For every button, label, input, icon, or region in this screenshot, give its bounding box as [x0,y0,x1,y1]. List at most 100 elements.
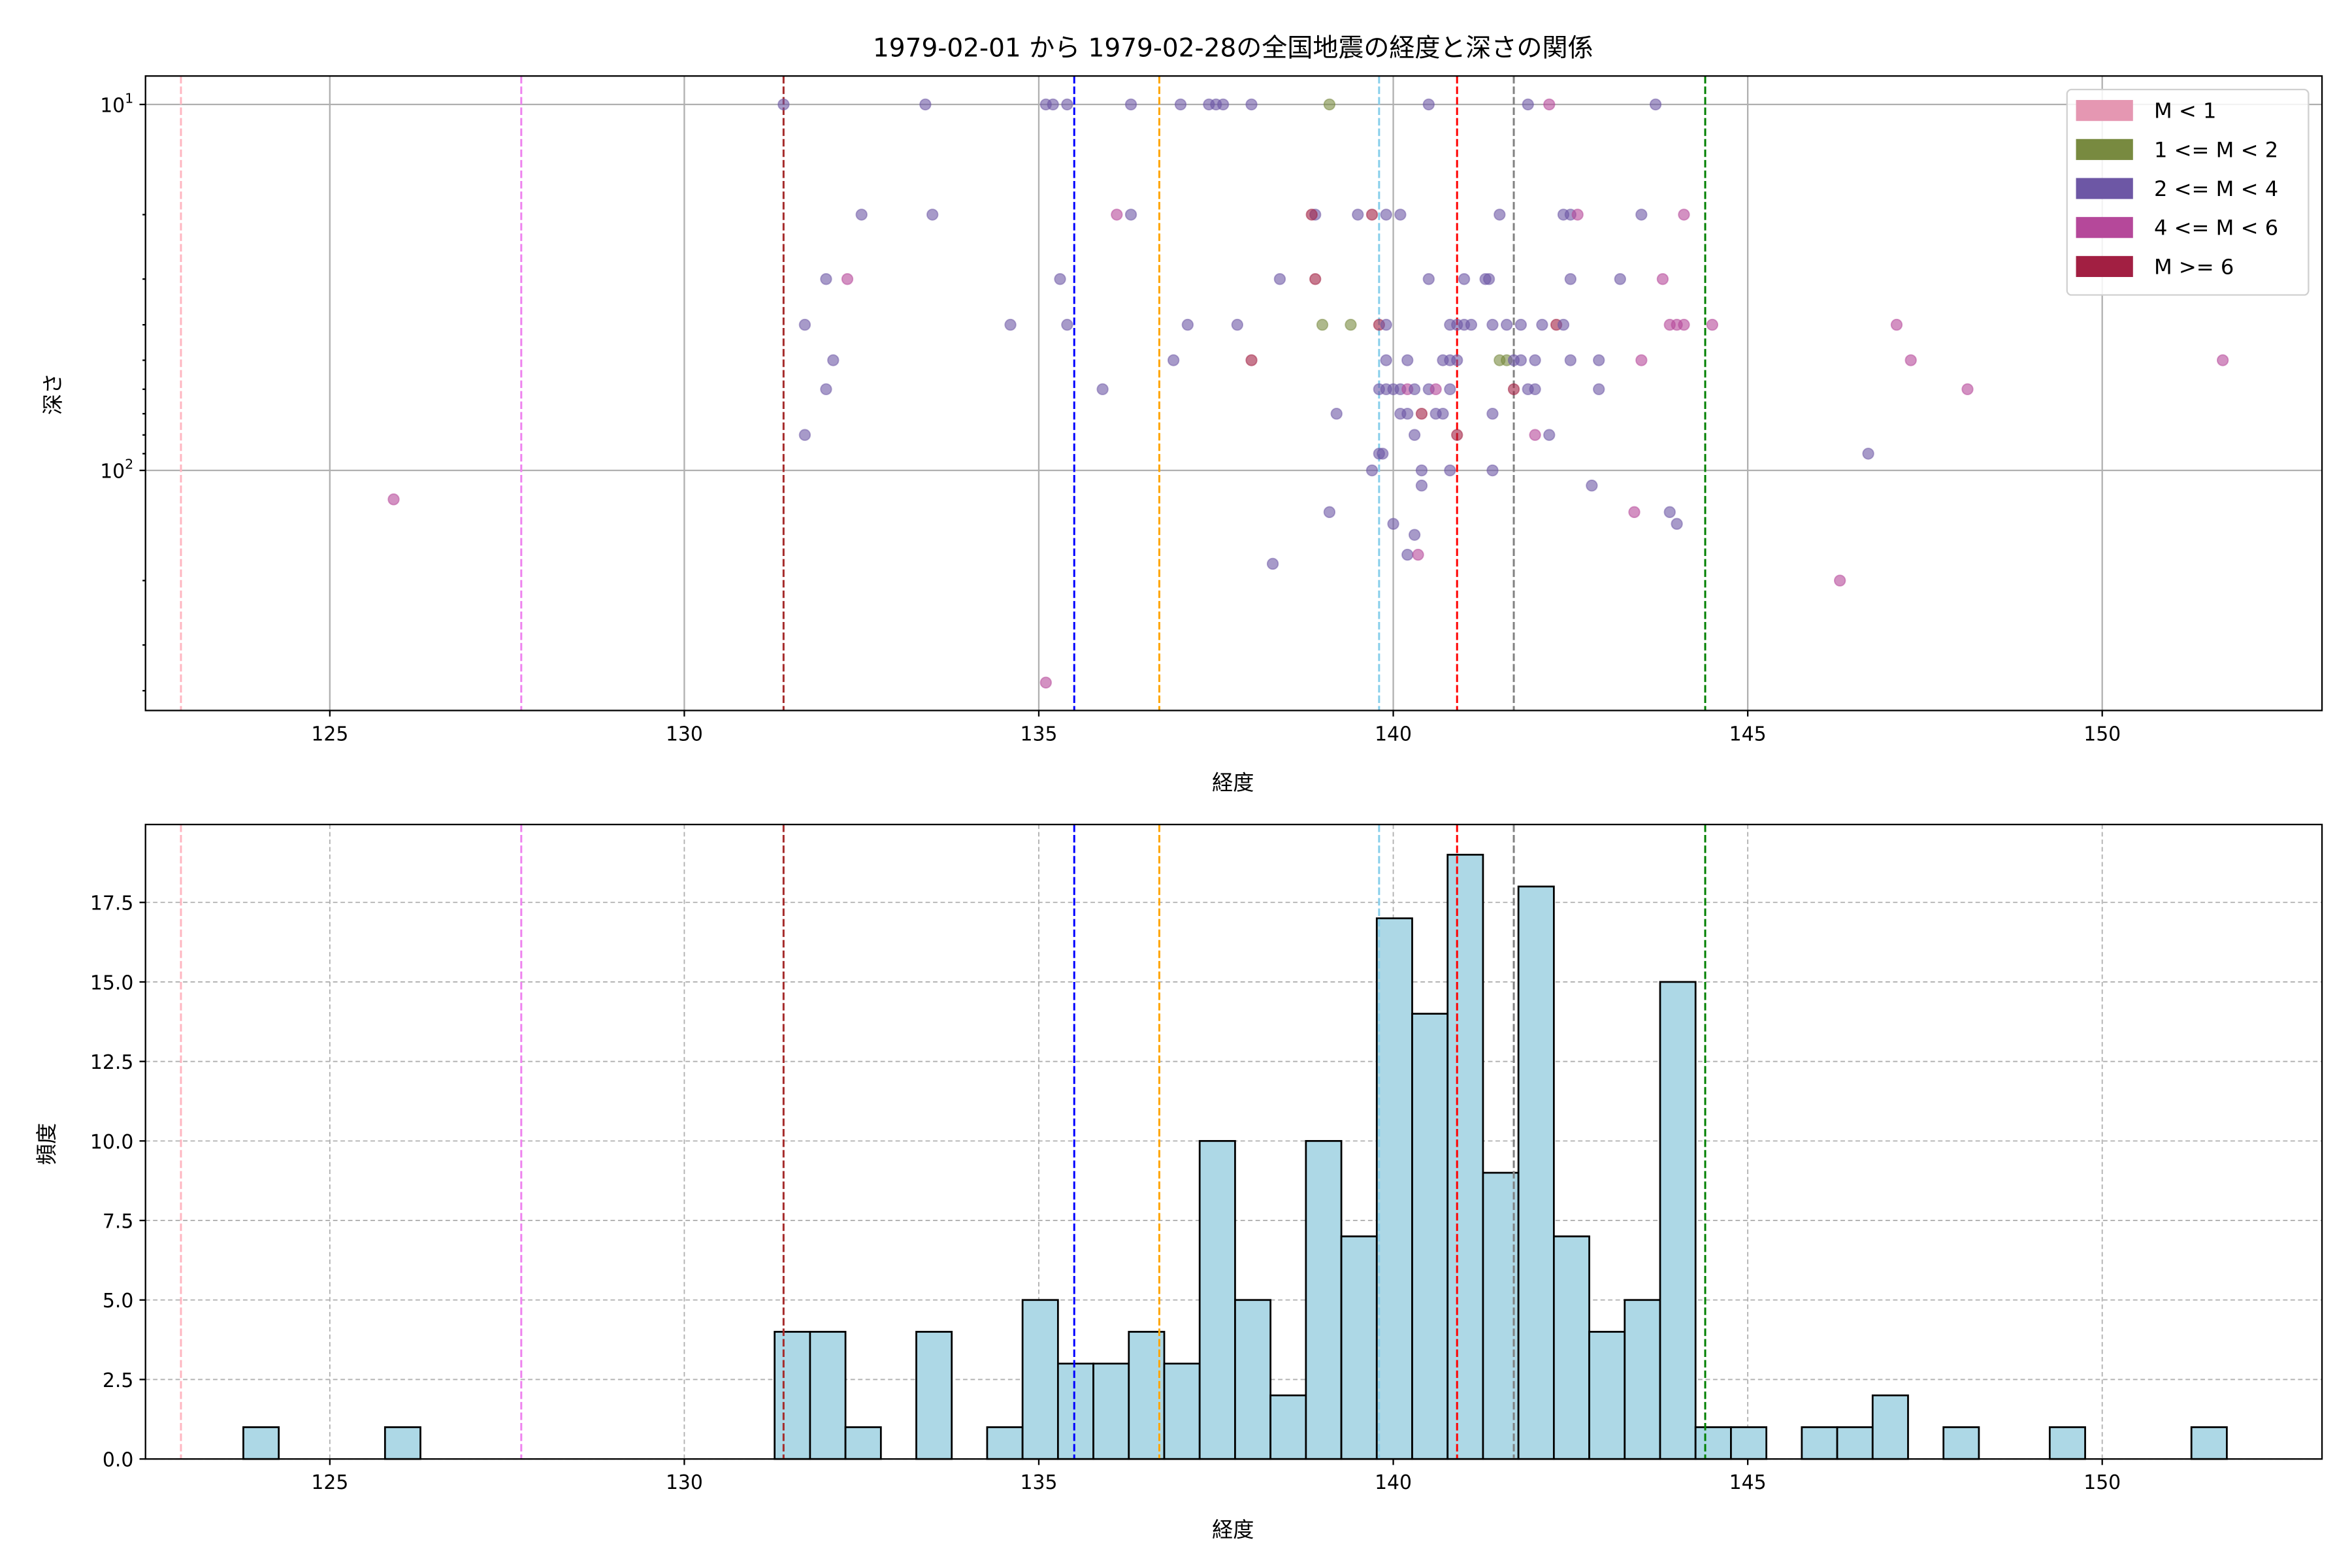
scatter-point [827,354,840,367]
scatter-point [1047,98,1059,111]
legend-swatch [2076,100,2133,122]
scatter-point [1380,318,1392,331]
histogram-bar [1021,1299,1059,1460]
histogram-bar [2190,1426,2228,1460]
histogram-bar [986,1426,1024,1460]
scatter-point [1401,354,1414,367]
legend-label: M < 1 [2154,99,2217,123]
scatter-point [1834,574,1846,587]
scatter-point [1543,429,1556,441]
scatter-point [1571,208,1584,221]
plot-frame [144,75,2323,711]
scatter-point [1345,318,1357,331]
scatter-point [798,429,811,441]
scatter-point [1415,408,1428,420]
x-tick-label: 130 [666,1471,703,1494]
legend-swatch [2076,139,2133,160]
scatter-point [1961,383,1974,395]
scatter-point [1486,408,1499,420]
scatter-point [1305,208,1318,221]
scatter-point [1096,383,1109,395]
scatter-point [1415,464,1428,477]
scatter-point [1494,208,1506,221]
scatter-point [1174,98,1187,111]
scatter-point [2216,354,2229,367]
x-tick-label: 140 [1375,1471,1412,1494]
histogram-ylabel: 頻度 [35,1123,59,1165]
scatter-point [1678,318,1690,331]
scatter-point [1061,98,1073,111]
histogram-xlabel: 経度 [1212,1518,1254,1543]
y-tick-label: 12.5 [90,1051,133,1074]
histogram-bar [809,1331,847,1460]
scatter-point [1500,318,1513,331]
scatter-point [1522,98,1534,111]
scatter-point [1635,354,1648,367]
scatter-point [1557,318,1570,331]
legend-swatch [2076,178,2133,199]
scatter-point [1671,517,1683,531]
y-tick-label: 5.0 [103,1290,133,1313]
scatter-point [1663,506,1676,519]
legend: M < 1 1 <= M < 2 2 <= M < 4 4 <= M < 6 M >= … [2066,88,2310,296]
scatter-point [1181,318,1194,331]
scatter-point [1451,354,1463,367]
histogram-bar [1234,1299,1272,1460]
x-tick-label: 150 [2083,1471,2121,1494]
histogram-bar [1517,885,1555,1460]
x-tick-label: 135 [1021,723,1058,745]
scatter-point [855,208,868,221]
histogram-bar [1694,1426,1732,1460]
scatter-point [1890,318,1903,331]
scatter-point [1529,383,1541,395]
scatter-point [1245,354,1258,367]
x-tick-label: 150 [2083,723,2121,745]
legend-label: 4 <= M < 6 [2154,216,2278,240]
scatter-point [1486,464,1499,477]
scatter-point [1217,98,1230,111]
histogram-bar [1056,1362,1094,1460]
scatter-point [1365,208,1379,221]
histogram-bar [1163,1362,1201,1460]
scatter-point [919,98,932,111]
scatter-point [1061,318,1073,331]
scatter-point [1514,318,1527,331]
x-tick-label: 125 [311,723,348,745]
scatter-point [1408,529,1421,541]
scatter-point [1444,383,1456,395]
scatter-point [1415,480,1428,492]
x-tick-label: 135 [1021,1471,1058,1494]
histogram-bar [1942,1426,1980,1460]
histogram-bar [1871,1394,1909,1460]
scatter-point [1365,464,1379,477]
y-tick-label: 102 [100,457,133,483]
histogram-bar [915,1331,953,1460]
scatter-xlabel: 経度 [1212,770,1254,795]
scatter-point [1316,318,1329,331]
scatter-point [1458,272,1471,286]
scatter-point [1124,208,1137,221]
scatter-point [1004,318,1017,331]
scatter-point [1635,208,1648,221]
y-tick-label: 7.5 [103,1211,133,1233]
legend-swatch [2076,217,2133,238]
scatter-point [1422,98,1435,111]
histogram-bar [384,1426,421,1460]
chart-title: 1979-02-01 から 1979-02-28の全国地震の経度と深さの関係 [873,33,1593,63]
scatter-point [1536,318,1548,331]
scatter-point [1514,354,1527,367]
scatter-point [1628,506,1641,519]
scatter-point [1054,272,1066,286]
y-tick-label: 101 [100,91,133,118]
scatter-point [1323,506,1336,519]
x-tick-label: 145 [1729,723,1767,745]
scatter-point [1039,676,1053,689]
y-tick-label: 10.0 [90,1131,133,1154]
scatter-point [798,318,811,331]
scatter-point [1422,272,1435,286]
histogram-bar [242,1426,280,1460]
y-tick-label: 15.0 [90,972,133,994]
histogram-bar [1092,1362,1130,1460]
y-tick-label: 0.0 [103,1449,133,1472]
